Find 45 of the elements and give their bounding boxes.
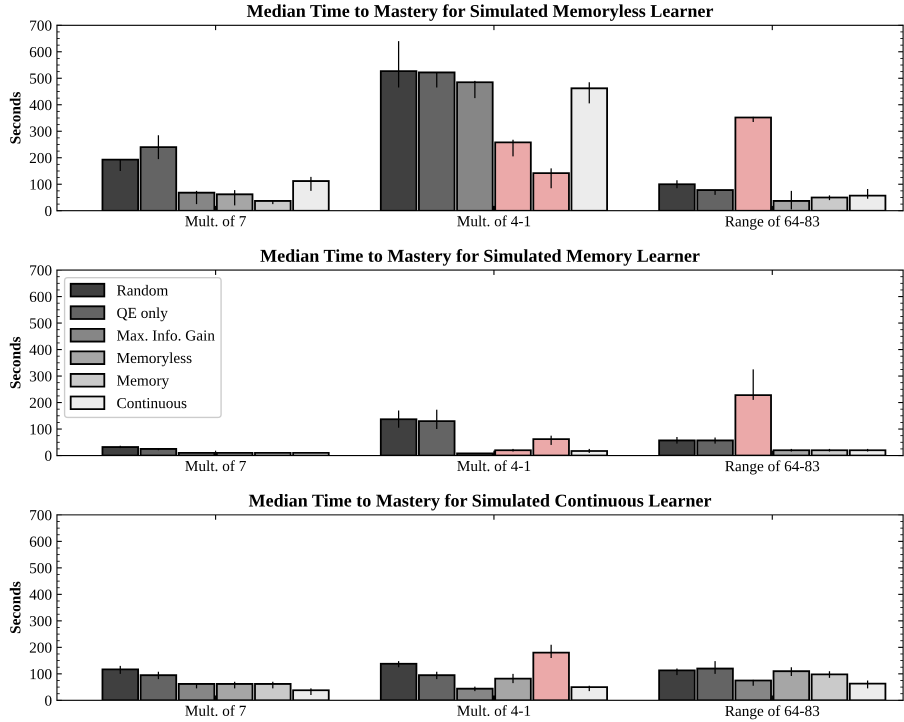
y-tick-label: 0 bbox=[45, 206, 52, 216]
x-tick-label: Range of 64-83 bbox=[725, 216, 820, 230]
legend-label: Continuous bbox=[117, 398, 186, 408]
y-tick-label: 300 bbox=[30, 616, 52, 626]
y-tick-label: 600 bbox=[30, 46, 52, 58]
y-tick-label: 500 bbox=[30, 563, 52, 574]
x-tick-label: Mult. of 4-1 bbox=[457, 215, 530, 226]
legend-label: Memory bbox=[116, 376, 170, 389]
x-tick-label: Mult. of 4-1 bbox=[457, 460, 530, 472]
y-tick-label: 500 bbox=[30, 73, 52, 84]
legend-label: QE only bbox=[117, 307, 168, 322]
x-tick-label: Range of 64-83 bbox=[725, 705, 820, 720]
y-tick-label: 200 bbox=[30, 642, 52, 653]
y-tick-label: 100 bbox=[30, 424, 52, 434]
y-tick-label: 300 bbox=[30, 126, 52, 137]
y-tick-label: 700 bbox=[30, 20, 52, 31]
x-tick-label: Mult. of 7 bbox=[185, 705, 246, 716]
y-tick-label: 700 bbox=[30, 265, 52, 276]
chart-title: Median Time to Mastery for Simulated Memory Learner bbox=[260, 249, 700, 266]
y-tick-label: 300 bbox=[30, 371, 52, 382]
chart-title: Median Time to Mastery for Simulated Continuous Learner bbox=[248, 494, 712, 510]
y-tick-label: 400 bbox=[29, 344, 52, 356]
y-tick-label: 100 bbox=[30, 668, 52, 680]
y-tick-label: 0 bbox=[45, 450, 52, 461]
x-tick-label: Range of 64-83 bbox=[725, 460, 820, 474]
y-tick-label: 400 bbox=[29, 100, 52, 110]
x-tick-label: Mult. of 7 bbox=[185, 460, 246, 472]
y-axis-title: Seconds bbox=[10, 582, 21, 634]
x-tick-label: Mult. of 4-1 bbox=[457, 705, 530, 716]
chart-title: Median Time to Mastery for Simulated Memoryless Learner bbox=[246, 4, 714, 21]
y-tick-label: 700 bbox=[30, 510, 52, 520]
legend-label: Memoryless bbox=[116, 352, 192, 366]
y-tick-label: 0 bbox=[45, 695, 52, 706]
y-tick-label: 500 bbox=[30, 318, 52, 329]
x-tick-label: Mult. of 7 bbox=[185, 215, 246, 226]
y-tick-label: 600 bbox=[30, 292, 52, 302]
y-tick-label: 100 bbox=[30, 179, 52, 190]
legend-label: Random bbox=[116, 284, 168, 296]
y-tick-label: 600 bbox=[30, 536, 52, 547]
y-tick-label: 400 bbox=[29, 590, 52, 600]
legend-label: Max. Info. Gain bbox=[116, 330, 215, 341]
y-tick-label: 200 bbox=[30, 398, 52, 408]
y-axis-title: Seconds bbox=[10, 336, 21, 388]
y-axis-title: Seconds bbox=[10, 92, 21, 144]
y-tick-label: 200 bbox=[30, 152, 52, 164]
